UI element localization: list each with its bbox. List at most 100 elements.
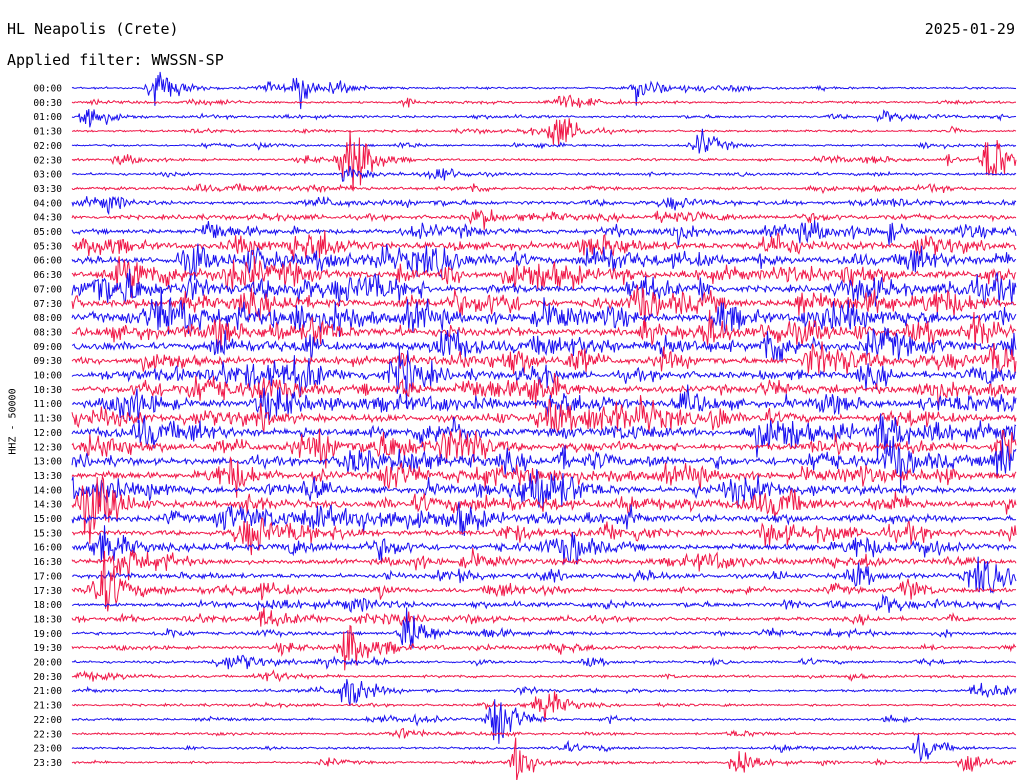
trace-line (71, 183, 1017, 195)
trace-line (71, 550, 1017, 612)
time-label: 17:00 (33, 571, 62, 582)
time-label: 08:00 (33, 313, 62, 324)
trace-line (71, 469, 1017, 510)
time-label: 21:30 (33, 701, 62, 712)
trace-line (71, 413, 1017, 460)
trace-line (71, 230, 1017, 263)
filter-label: Applied filter: WWSSN-SP (7, 51, 224, 69)
trace-line (71, 326, 1017, 363)
time-label: 22:30 (33, 729, 62, 740)
time-label: 17:30 (33, 586, 62, 597)
trace-line (71, 624, 1017, 671)
time-label: 15:30 (33, 528, 62, 539)
time-label: 02:30 (33, 155, 62, 166)
time-label: 15:00 (33, 514, 62, 525)
time-label: 18:00 (33, 600, 62, 611)
time-label: 22:00 (33, 715, 62, 726)
trace-line (71, 341, 1017, 376)
station-title: HL Neapolis (Crete) (7, 20, 179, 38)
trace-line (71, 435, 1017, 488)
trace-line (71, 699, 1017, 744)
time-label: 20:00 (33, 658, 62, 669)
trace-line (71, 109, 1017, 128)
trace-line (71, 243, 1017, 282)
trace-line (71, 607, 1017, 627)
time-label: 23:00 (33, 744, 62, 755)
time-label: 13:00 (33, 457, 62, 468)
trace-line (71, 288, 1017, 337)
time-label: 05:30 (33, 241, 62, 252)
time-label: 07:00 (33, 284, 62, 295)
trace-line (71, 669, 1017, 683)
trace-line (71, 654, 1016, 670)
time-label: 14:30 (33, 500, 62, 511)
trace-line (71, 220, 1017, 248)
time-label: 18:30 (33, 614, 62, 625)
time-label: 09:30 (33, 356, 62, 367)
trace-line (71, 384, 1017, 424)
trace-line (71, 165, 1017, 182)
trace-line (71, 525, 1017, 565)
trace-line (71, 256, 1017, 299)
time-label: 02:00 (33, 141, 62, 152)
time-label: 04:00 (33, 198, 62, 209)
trace-line (71, 501, 1017, 537)
trace-line (71, 94, 1017, 108)
trace-line (71, 428, 1017, 469)
time-label: 10:30 (33, 385, 62, 396)
time-label: 12:30 (33, 442, 62, 453)
time-label: 11:00 (33, 399, 62, 410)
time-label: 08:30 (33, 327, 62, 338)
time-label: 09:00 (33, 342, 62, 353)
time-label: 14:00 (33, 485, 62, 496)
time-label: 16:00 (33, 543, 62, 554)
time-label: 00:00 (33, 84, 62, 95)
time-label: 03:00 (33, 170, 62, 181)
trace-line (71, 395, 1017, 433)
trace-line (71, 268, 1017, 309)
trace-line (71, 309, 1017, 351)
trace-line (71, 607, 1017, 649)
trace-line (71, 71, 1017, 110)
time-label: 20:30 (33, 672, 62, 683)
time-label: 11:30 (33, 414, 62, 425)
trace-line (71, 476, 1017, 544)
trace-line (71, 547, 1017, 581)
time-label: 00:30 (33, 98, 62, 109)
trace-line (71, 593, 1017, 614)
trace-line (71, 456, 1017, 498)
time-label: 04:30 (33, 213, 62, 224)
time-label: 06:00 (33, 256, 62, 267)
time-label: 12:00 (33, 428, 62, 439)
time-label: 07:30 (33, 299, 62, 310)
trace-line (71, 128, 1017, 154)
time-label: 16:30 (33, 557, 62, 568)
trace-line (71, 129, 1017, 192)
trace-line (71, 727, 1017, 739)
time-label: 23:30 (33, 758, 62, 769)
time-label: 05:00 (33, 227, 62, 238)
trace-line (71, 284, 1017, 334)
time-label: 01:00 (33, 112, 62, 123)
time-label: 13:30 (33, 471, 62, 482)
trace-line (71, 350, 1017, 409)
trace-line (71, 556, 1017, 594)
time-label: 19:30 (33, 643, 62, 654)
trace-line (71, 372, 1017, 410)
time-label: 19:00 (33, 629, 62, 640)
time-label: 03:30 (33, 184, 62, 195)
trace-line (72, 118, 1017, 146)
trace-line (71, 196, 1017, 216)
trace-line (71, 516, 1017, 556)
trace-line (71, 737, 1017, 780)
trace-line (71, 679, 1017, 707)
time-label: 01:30 (33, 127, 62, 138)
date-label: 2025-01-29 (924, 20, 1015, 38)
time-label: 10:00 (33, 371, 62, 382)
trace-line (71, 734, 1017, 763)
trace-line (71, 691, 1017, 723)
time-label: 21:00 (33, 686, 62, 697)
time-label: 06:30 (33, 270, 62, 281)
trace-line (71, 209, 1017, 230)
